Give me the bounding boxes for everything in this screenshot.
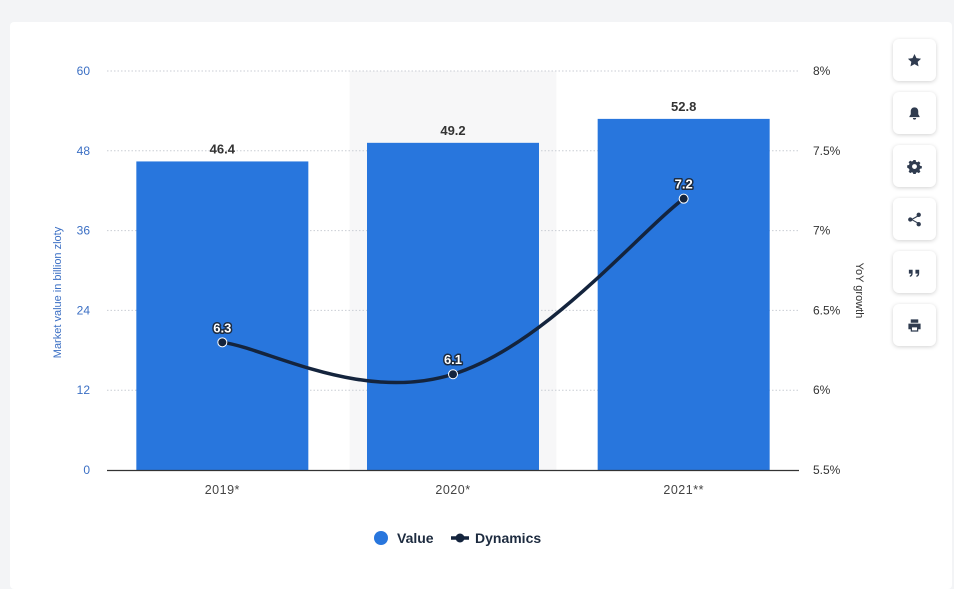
legend-marker-value: [374, 531, 388, 545]
notification-button[interactable]: [893, 92, 936, 134]
star-icon: [907, 53, 922, 66]
y2-tick-label: 7.5%: [813, 144, 841, 158]
bar: [597, 118, 770, 470]
y-axis-title: Market value in billion zloty: [52, 226, 64, 358]
line-point: [217, 337, 228, 348]
y-tick-label: 12: [77, 383, 91, 397]
bar-data-label: 49.2: [440, 123, 465, 138]
point-data-label: 7.2: [675, 177, 693, 192]
y-tick-label: 60: [77, 64, 91, 78]
bell-icon: [909, 106, 920, 120]
share-icon: [908, 212, 921, 226]
x-tick-label: 2021**: [663, 483, 704, 497]
favorite-button[interactable]: [893, 39, 936, 81]
share-button[interactable]: [893, 198, 936, 240]
y2-tick-label: 7%: [813, 224, 831, 238]
bar: [367, 142, 539, 470]
line-point: [448, 369, 458, 380]
gear-icon: [907, 159, 922, 174]
quote-icon: [908, 269, 920, 277]
y-tick-label: 36: [77, 224, 91, 238]
x-tick-label: 2020*: [435, 483, 470, 497]
chart-card: 0 5.5% 12 6% 24 6.5% 36 7% 48 7.5% 60 8% 46.4 49.2 52.…: [10, 22, 952, 589]
legend-label-value: Value: [397, 530, 434, 546]
y-tick-label: 48: [77, 144, 91, 158]
bar-data-label: 46.4: [210, 141, 236, 156]
print-button[interactable]: [893, 304, 936, 346]
y2-tick-label: 5.5%: [813, 463, 841, 477]
y-tick-label: 0: [83, 463, 90, 477]
bar: [136, 161, 309, 470]
y2-tick-label: 6%: [813, 383, 831, 397]
x-tick-label: 2019*: [205, 483, 240, 497]
point-data-label: 6.1: [444, 352, 462, 367]
y2-tick-label: 6.5%: [813, 303, 841, 317]
print-icon: [908, 318, 921, 332]
y-tick-label: 24: [77, 303, 91, 317]
point-data-label: 6.3: [213, 320, 231, 335]
chart-toolbar: [893, 39, 936, 357]
legend-label-dynamics: Dynamics: [475, 530, 541, 546]
legend-marker-dynamics: [455, 533, 465, 543]
chart: 0 5.5% 12 6% 24 6.5% 36 7% 48 7.5% 60 8% 46.4 49.2 52.…: [52, 64, 865, 546]
y2-tick-label: 8%: [813, 64, 831, 78]
bar-data-label: 52.8: [671, 99, 696, 114]
cite-button[interactable]: [893, 251, 936, 293]
line-point: [678, 193, 689, 204]
settings-button[interactable]: [893, 145, 936, 187]
y2-axis-title: YoY growth: [853, 263, 865, 319]
